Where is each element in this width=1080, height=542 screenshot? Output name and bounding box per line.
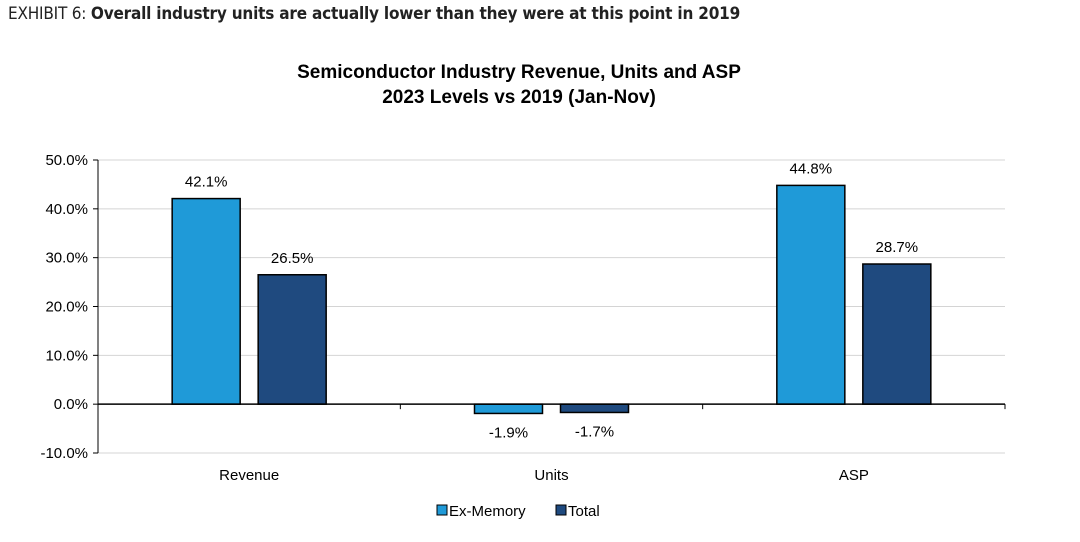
data-label: 42.1% [185,174,228,191]
legend-swatch [555,504,567,516]
y-tick-label: 10.0% [45,347,88,364]
bar-ex-memory-revenue [171,197,241,405]
y-tick-label: 50.0% [45,152,88,169]
y-tick-label: 40.0% [45,201,88,218]
x-tick-label: ASP [839,467,869,484]
chart-subtitle: 2023 Levels vs 2019 (Jan-Nov) [382,87,656,108]
data-label: -1.7% [575,423,614,440]
x-tick-label: Revenue [219,467,279,484]
x-tick-label: Units [534,467,568,484]
data-labels: 42.1% 26.5% -1.9% -1.7% 44.8% 28.7% [185,160,918,441]
exhibit-headline: Overall industry units are actually lowe… [90,4,741,24]
exhibit-caption: EXHIBIT 6: Overall industry units are ac… [8,4,740,24]
data-label: 26.5% [271,250,314,267]
y-tick-label: 30.0% [45,250,88,267]
bar-total-units [559,403,630,414]
legend: Ex-Memory Total [436,503,600,520]
bar-ex-memory-units [473,403,544,415]
gridlines [98,159,1005,454]
bar-total-asp [862,263,932,405]
data-label: 44.8% [790,160,833,177]
legend-entry: Ex-Memory [449,503,526,520]
exhibit-label: EXHIBIT 6: [8,4,87,24]
y-tick-label: 20.0% [45,299,88,316]
legend-swatch [436,504,448,516]
bar-ex-memory-asp [776,184,846,405]
y-tick-label: -10.0% [40,445,88,462]
axes: -10.0% 0.0% 10.0% 20.0% 30.0% 40.0% 50.0% Reven… [40,152,1006,484]
data-label: -1.9% [489,424,528,441]
bars [171,184,932,415]
chart-title: Semiconductor Industry Revenue, Units an… [297,62,741,83]
bar-total-revenue [257,274,327,405]
data-label: 28.7% [876,239,919,256]
legend-entry: Total [568,503,600,520]
y-tick-label: 0.0% [54,396,88,413]
